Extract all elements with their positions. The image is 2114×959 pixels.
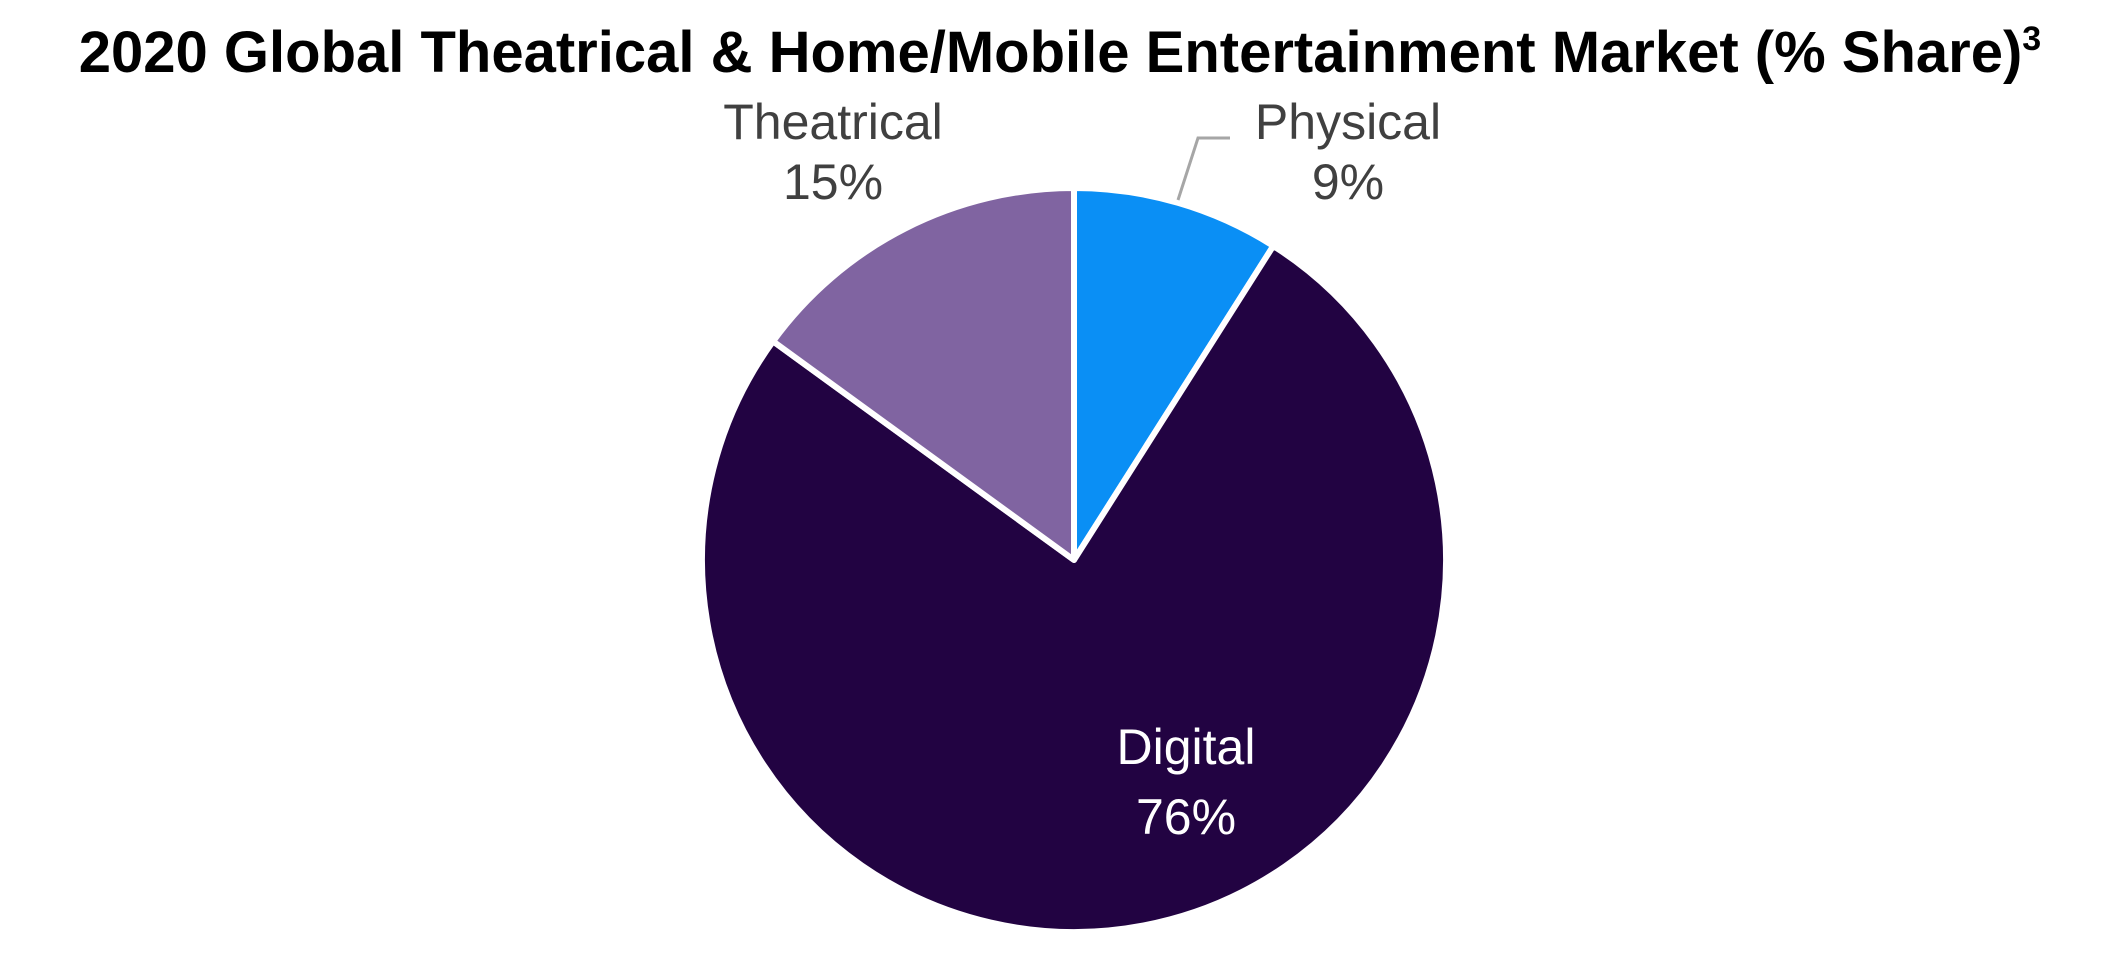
- slice-label-physical-value: 9%: [1312, 154, 1384, 210]
- pie-slices: [699, 185, 1449, 935]
- slice-label-digital-value: 76%: [1136, 789, 1236, 845]
- slice-label-theatrical-name: Theatrical: [723, 94, 943, 150]
- pie-slice-digital: [699, 242, 1449, 935]
- chart-title: 2020 Global Theatrical & Home/Mobile Ent…: [79, 20, 2041, 85]
- pie-slice-theatrical: [770, 185, 1077, 563]
- chart-title-superscript: 3: [2022, 20, 2041, 58]
- slice-label-digital-name: Digital: [1117, 719, 1256, 775]
- pie-slice-physical: [1071, 185, 1277, 563]
- chart-title-main: 2020 Global Theatrical & Home/Mobile Ent…: [79, 20, 2023, 85]
- leader-lines: [1176, 136, 1230, 201]
- slice-label-theatrical-value: 15%: [783, 154, 883, 210]
- leader-line-physical: [1176, 136, 1230, 201]
- slice-label-physical-name: Physical: [1255, 94, 1441, 150]
